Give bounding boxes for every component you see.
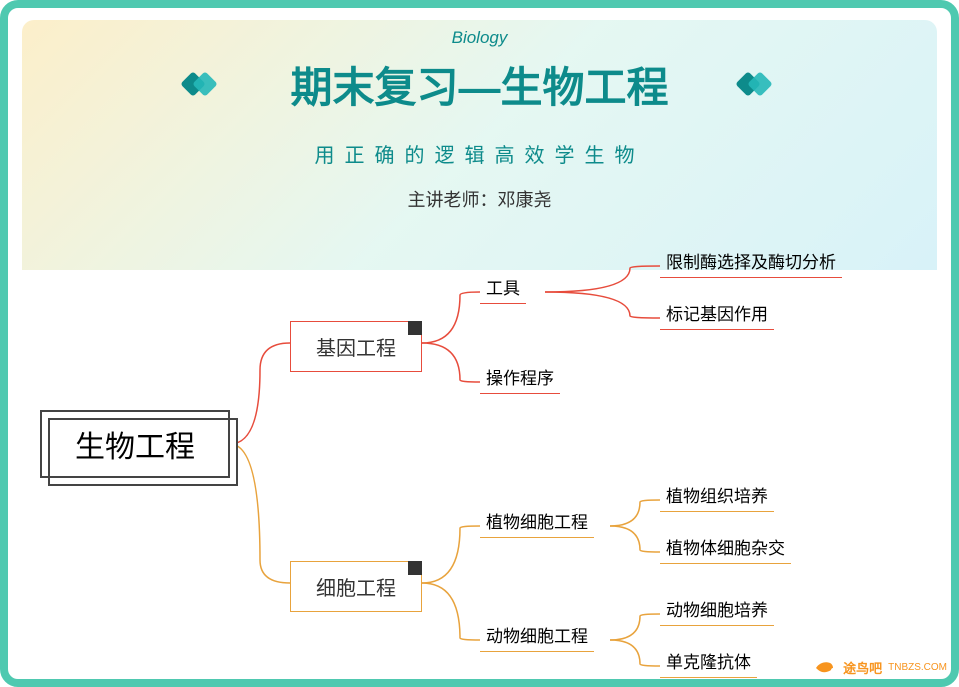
bird-icon bbox=[813, 655, 837, 679]
leaf-marker-label: 标记基因作用 bbox=[666, 305, 768, 324]
mindmap: 生物工程 基因工程 工具 操作程序 限制酶选择及酶切分析 标记基因作用 细胞工程… bbox=[40, 250, 949, 677]
leaf-tissue-culture: 植物组织培养 bbox=[660, 478, 774, 512]
watermark-text: 途鸟吧 bbox=[843, 658, 882, 677]
mid-procedure-label: 操作程序 bbox=[486, 369, 554, 388]
mid-animal-label: 动物细胞工程 bbox=[486, 627, 588, 646]
watermark: 途鸟吧 TNBZS.COM bbox=[813, 655, 947, 679]
leaf-restriction-label: 限制酶选择及酶切分析 bbox=[666, 253, 836, 272]
teacher-label: 主讲老师： bbox=[408, 190, 498, 210]
branch-cell: 细胞工程 bbox=[290, 561, 422, 612]
page-title: 期末复习—生物工程 bbox=[290, 54, 668, 115]
leaf-monoclonal-label: 单克隆抗体 bbox=[666, 653, 751, 672]
leaf-marker: 标记基因作用 bbox=[660, 296, 774, 330]
dogear-icon bbox=[408, 321, 422, 335]
branch-gene-label: 基因工程 bbox=[316, 338, 396, 360]
title-row: 期末复习—生物工程 bbox=[0, 54, 959, 115]
root-label: 生物工程 bbox=[75, 422, 195, 466]
mid-tools: 工具 bbox=[480, 270, 526, 304]
leaf-animal-culture: 动物细胞培养 bbox=[660, 592, 774, 626]
teacher-line: 主讲老师：邓康尧 bbox=[0, 186, 959, 212]
dogear-icon bbox=[408, 561, 422, 575]
mid-plant: 植物细胞工程 bbox=[480, 504, 594, 538]
leaf-somatic-label: 植物体细胞杂交 bbox=[666, 539, 785, 558]
diamond-right-icon bbox=[739, 75, 775, 95]
subtitle: 用正确的逻辑高效学生物 bbox=[0, 139, 959, 168]
branch-cell-label: 细胞工程 bbox=[316, 578, 396, 600]
mid-animal: 动物细胞工程 bbox=[480, 618, 594, 652]
leaf-somatic-hybrid: 植物体细胞杂交 bbox=[660, 530, 791, 564]
mid-procedure: 操作程序 bbox=[480, 360, 560, 394]
header: Biology 期末复习—生物工程 用正确的逻辑高效学生物 主讲老师：邓康尧 bbox=[0, 28, 959, 212]
leaf-animal-culture-label: 动物细胞培养 bbox=[666, 601, 768, 620]
mid-plant-label: 植物细胞工程 bbox=[486, 513, 588, 532]
leaf-monoclonal: 单克隆抗体 bbox=[660, 644, 757, 678]
teacher-name: 邓康尧 bbox=[498, 190, 552, 210]
root-node: 生物工程 bbox=[40, 410, 230, 478]
watermark-url: TNBZS.COM bbox=[888, 662, 947, 673]
leaf-tissue-label: 植物组织培养 bbox=[666, 487, 768, 506]
branch-gene: 基因工程 bbox=[290, 321, 422, 372]
diamond-left-icon bbox=[184, 75, 220, 95]
mid-tools-label: 工具 bbox=[486, 279, 520, 298]
subject-english: Biology bbox=[0, 28, 959, 48]
leaf-restriction: 限制酶选择及酶切分析 bbox=[660, 244, 842, 278]
